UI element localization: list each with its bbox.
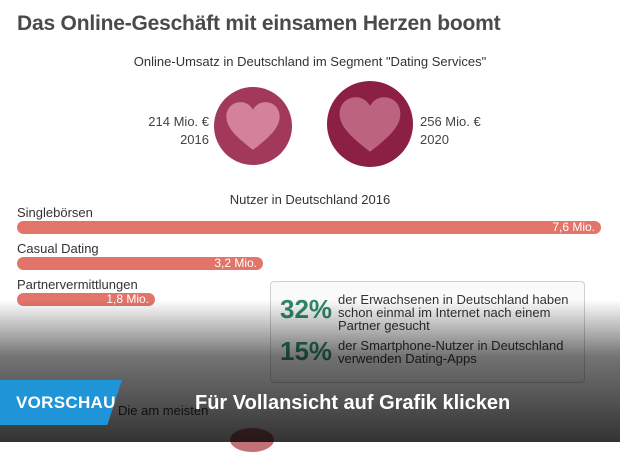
fact-2-line-2: verwenden Dating-Apps [338,351,477,366]
revenue-2016-year: 2016 [180,132,209,147]
bar-category-label: Singlebörsen [17,205,93,220]
bar-value-label: 3,2 Mio. [214,256,257,270]
headline: Das Online-Geschäft mit einsamen Herzen … [17,12,501,35]
chart-title: Nutzer in Deutschland 2016 [229,192,391,207]
revenue-2020-year: 2020 [420,132,449,147]
revenue-2020-value: 256 Mio. € [420,114,481,129]
fact-2-percentage: 15% [280,336,333,366]
fact-1-text: der Erwachsenen in Deutschland haben sch… [338,293,569,332]
revenue-2016-labels: 214 Mio. € 2016 [130,113,209,149]
heart-icon [226,102,280,150]
heart-icon [339,96,401,152]
full-view-link[interactable]: Für Vollansicht auf Grafik klicken [195,392,511,414]
bar [17,257,263,270]
preview-badge[interactable]: VORSCHAU [0,380,122,425]
next-section-graphic [230,428,274,452]
revenue-2016-value: 214 Mio. € [148,114,209,129]
revenue-2020-labels: 256 Mio. € 2020 [420,113,510,149]
bar [17,221,601,234]
bar-value-label: 1,8 Mio. [106,292,149,306]
fact-1-percentage: 32% [280,294,333,324]
fact-1-line-3: Partner gesucht [338,318,430,333]
revenue-2020-circle [327,81,413,167]
bar-category-label: Casual Dating [17,241,99,256]
fact-2-text: der Smartphone-Nutzer in Deutschland ver… [338,339,563,365]
preview-badge-label: VORSCHAU [16,392,116,412]
bar-category-label: Partnervermittlungen [17,277,138,292]
bar-value-label: 7,6 Mio. [552,220,595,234]
revenue-2016-circle [214,87,292,165]
revenue-subtitle: Online-Umsatz in Deutschland im Segment … [133,54,487,69]
